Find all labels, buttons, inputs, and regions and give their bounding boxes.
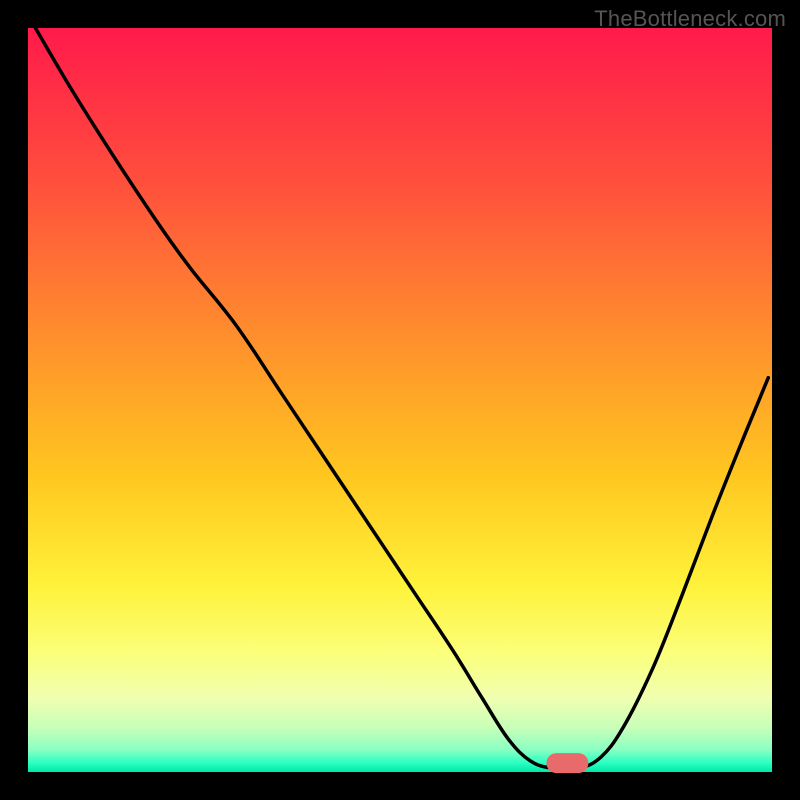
chart-container: TheBottleneck.com	[0, 0, 800, 800]
optimal-marker	[546, 753, 588, 773]
watermark-text: TheBottleneck.com	[594, 6, 786, 32]
plot-area	[28, 28, 772, 772]
chart-svg	[0, 0, 800, 800]
